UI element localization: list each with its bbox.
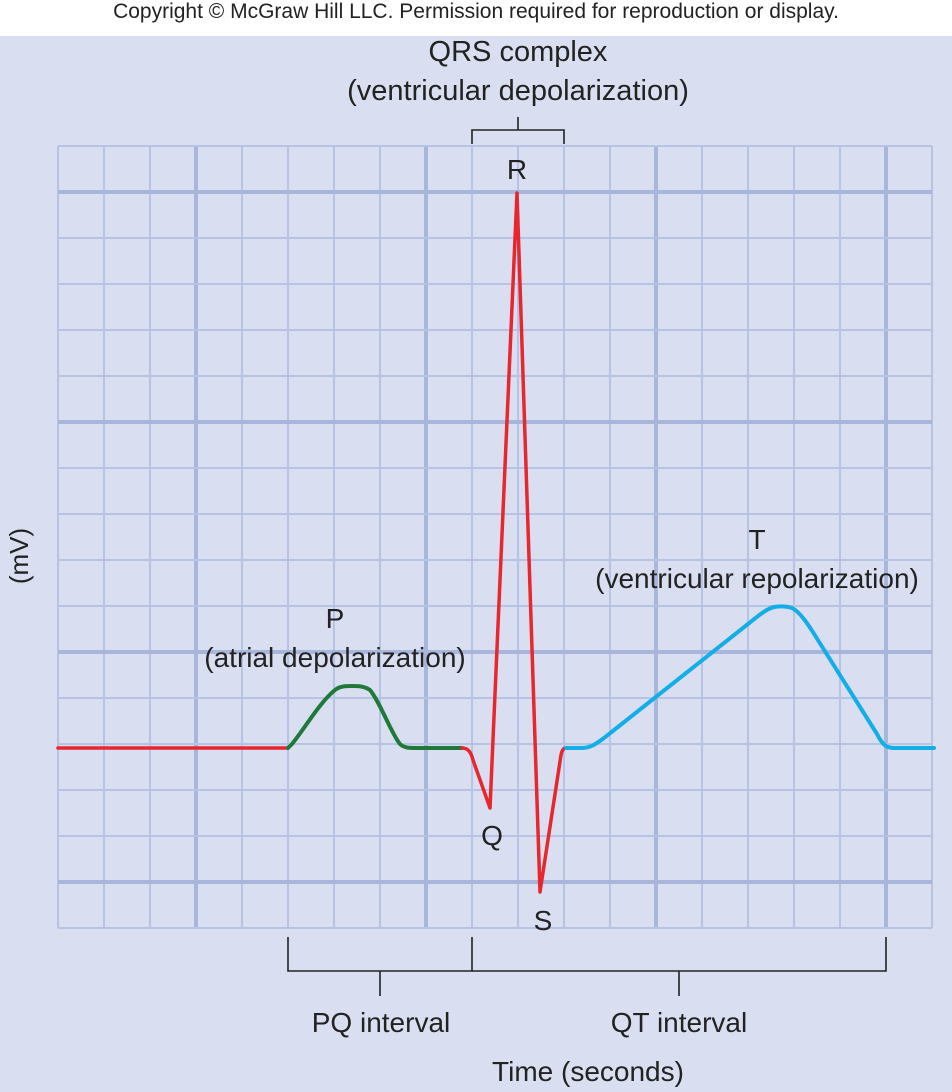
q-point-label: Q <box>481 820 503 851</box>
qrs-complex-description: (ventricular depolarization) <box>347 75 689 107</box>
ecg-trace <box>56 191 936 894</box>
t-wave-label: T <box>748 524 765 555</box>
pq-bracket <box>287 937 473 996</box>
pq-interval-label: PQ interval <box>312 1007 451 1038</box>
annotation-brackets <box>287 117 887 996</box>
ecg-grid <box>57 145 933 929</box>
qrs-bracket <box>471 117 565 144</box>
r-peak-label: R <box>507 154 527 185</box>
p-wave-label: P <box>326 603 345 634</box>
p-wave-description: (atrial depolarization) <box>204 642 465 673</box>
t-wave-description: (ventricular repolarization) <box>595 563 919 594</box>
qt-interval-label: QT interval <box>611 1007 747 1038</box>
qrs-complex-title: QRS complex <box>429 36 608 68</box>
copyright-notice: Copyright © McGraw Hill LLC. Permission … <box>0 0 952 36</box>
x-axis-label: Time (seconds) <box>492 1056 684 1087</box>
labels: QRS complex (ventricular depolarization)… <box>4 36 919 1087</box>
y-axis-label: (mV) <box>4 528 34 584</box>
qt-bracket <box>472 937 887 996</box>
p-wave-trace <box>286 684 464 750</box>
s-point-label: S <box>534 905 553 936</box>
qrs-complex-trace <box>460 191 568 894</box>
t-wave-trace <box>564 604 936 750</box>
